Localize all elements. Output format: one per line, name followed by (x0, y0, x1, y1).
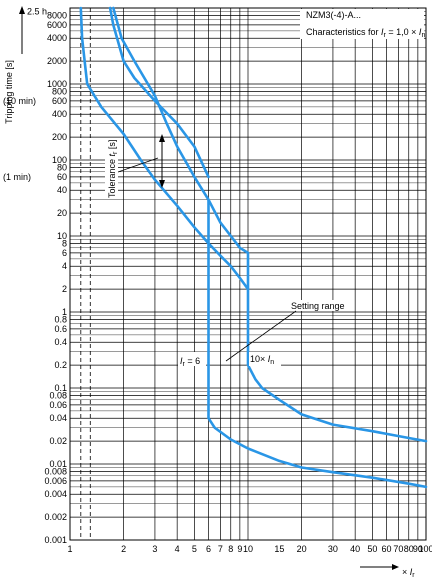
y-tick-label: 0.6 (54, 324, 67, 334)
y-tick-label: 100 (52, 155, 67, 165)
y-tick-label: 6 (62, 248, 67, 258)
x-tick-label: 100 (418, 544, 432, 554)
x-tick-label: 8 (228, 544, 233, 554)
curve-upper-band (79, 6, 428, 443)
x-tick-label: 7 (218, 544, 223, 554)
y-axis-title: Tripping time [s] (4, 60, 14, 124)
y-tick-label: 0.008 (44, 466, 67, 476)
y-axis-title-group: Tripping time [s] (4, 6, 25, 124)
x-tick-label: 2 (121, 544, 126, 554)
y-tick-label: 600 (52, 96, 67, 106)
x-tick-label: 30 (328, 544, 338, 554)
ir6-label: Ir = 6 (180, 356, 200, 368)
y-tick-label: 80 (57, 162, 67, 172)
x-tick-label: 6 (206, 544, 211, 554)
setting-range-label-bg (290, 300, 348, 311)
y-extra-label: (1 min) (3, 172, 31, 182)
x-tick-label: 4 (175, 544, 180, 554)
y-tick-label: 4 (62, 261, 67, 271)
x-axis-title-group: × Ir (360, 564, 415, 579)
y-tick-label: 0.1 (54, 383, 67, 393)
tolerance-arrow-up (159, 134, 165, 142)
y-tick-label: 8 (62, 238, 67, 248)
x-tick-label: 5 (192, 544, 197, 554)
y-tick-label: 1000 (47, 79, 67, 89)
y-extra-labels: 2.5 h (10 min) (1 min) (3, 6, 47, 181)
tolerance-band-gridlines (80, 8, 91, 540)
y-tick-label: 2000 (47, 56, 67, 66)
plot-frame (69, 7, 427, 541)
y-tick-label: 6000 (47, 20, 67, 30)
x-tick-label: 40 (350, 544, 360, 554)
y-tick-label: 0.08 (49, 390, 67, 400)
ten-in-label-bg (249, 352, 281, 366)
y-tick-label: 40 (57, 185, 67, 195)
y-tick-label: 0.002 (44, 512, 67, 522)
x-tick-label: 70 (393, 544, 403, 554)
title-box (300, 9, 424, 39)
x-axis-title: × Ir (402, 567, 415, 579)
x-tick-label: 90 (413, 544, 423, 554)
y-tick-label: 0.01 (49, 459, 67, 469)
tolerance-label: Tolerance tr [s] (107, 140, 119, 198)
ir6-label-bg (178, 352, 206, 366)
x-axis-arrow-head (392, 564, 399, 570)
chart-subtitle: Characteristics for Ir = 1,0 × In (306, 27, 425, 39)
x-tick-label: 3 (152, 544, 157, 554)
x-tick-label: 20 (297, 544, 307, 554)
y-tick-label: 0.8 (54, 314, 67, 324)
y-tick-label: 0.2 (54, 360, 67, 370)
x-tick-label: 1 (67, 544, 72, 554)
y-tick-label: 0.001 (44, 535, 67, 545)
curve-ir6-tail (207, 363, 428, 489)
y-tick-label: 400 (52, 109, 67, 119)
y-tick-label: 800 (52, 86, 67, 96)
y-tick-label: 20 (57, 208, 67, 218)
setting-range-label: Setting range (291, 301, 345, 311)
tolerance-arrow-down (159, 180, 165, 188)
x-tick-label: 9 (237, 544, 242, 554)
y-tick-label: 0.06 (49, 400, 67, 410)
y-tick-label: 0.02 (49, 436, 67, 446)
curve-lower-band (112, 6, 250, 291)
x-tick-label: 60 (382, 544, 392, 554)
setting-range-leader (225, 310, 297, 362)
tolerance-annotation: Tolerance tr [s] (105, 134, 165, 198)
ten-in-label: 10× In (250, 354, 274, 366)
y-tick-label: 8000 (47, 10, 67, 20)
y-tick-label: 10 (57, 231, 67, 241)
y-tick-label: 4000 (47, 33, 67, 43)
curve-left-upper (108, 6, 210, 179)
y-tick-label: 2 (62, 284, 67, 294)
y-extra-label: (10 min) (3, 96, 36, 106)
x-tick-label: 80 (404, 544, 414, 554)
y-tick-label: 60 (57, 172, 67, 182)
x-tick-label: 10 (243, 544, 253, 554)
tolerance-label-bg (105, 146, 118, 198)
y-extra-label: 2.5 h (27, 6, 47, 16)
setting-range-annotation: Setting range Ir = 6 10× In (178, 300, 348, 368)
y-tick-label: 0.004 (44, 489, 67, 499)
x-tick-label: 50 (367, 544, 377, 554)
y-axis-arrow-head (19, 6, 25, 14)
y-tick-label: 1 (62, 307, 67, 317)
y-tick-label: 200 (52, 132, 67, 142)
y-tick-label: 0.006 (44, 476, 67, 486)
chart-title: NZM3(-4)-A... (306, 10, 361, 20)
y-tick-label: 0.4 (54, 337, 67, 347)
x-tick-label: 15 (274, 544, 284, 554)
y-tick-label: 0.04 (49, 413, 67, 423)
curves (79, 6, 428, 489)
tolerance-leader (117, 157, 159, 173)
